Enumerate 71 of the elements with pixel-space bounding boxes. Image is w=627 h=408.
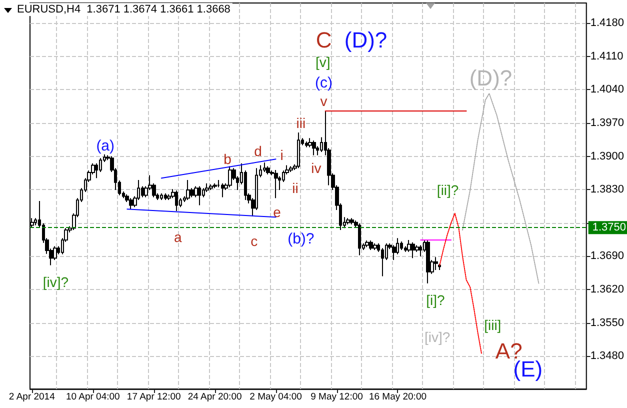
annotation: (b)? — [288, 230, 314, 248]
candlestick — [434, 256, 438, 271]
candlestick — [198, 186, 201, 206]
candlestick — [381, 248, 384, 277]
candlestick — [266, 166, 270, 175]
candlestick — [426, 240, 430, 284]
candlestick — [369, 240, 373, 251]
candlestick — [213, 182, 217, 189]
candlestick — [365, 240, 369, 248]
x-tick-label: 2 Apr 2014 — [8, 392, 55, 402]
annotation: a — [174, 229, 182, 245]
annotation: [iv]? — [42, 274, 69, 290]
annotation: ii — [292, 180, 298, 196]
x-tick-label: 10 Apr 04:00 — [66, 392, 120, 402]
candlestick — [305, 141, 308, 148]
candlestick — [358, 222, 361, 256]
candlestick — [274, 170, 278, 199]
y-tick-label: 1.3830 — [590, 184, 624, 196]
candlestick — [297, 132, 300, 169]
candlestick — [411, 242, 415, 259]
candlestick — [175, 190, 178, 212]
candlestick — [419, 244, 422, 257]
annotation: c — [250, 233, 258, 249]
annotation: [iv]? — [424, 329, 450, 345]
x-tick-label: 24 Apr 20:00 — [188, 392, 242, 402]
annotation: [ii]? — [436, 182, 459, 198]
candlestick — [228, 166, 232, 188]
candlestick — [164, 192, 167, 201]
annotation: C — [316, 28, 332, 52]
x-tick-label: 9 May 12:00 — [310, 392, 363, 402]
annotation: i — [280, 147, 284, 163]
line-series — [462, 92, 540, 284]
y-tick-label: 1.3690 — [590, 250, 624, 262]
y-tick-label: 1.3620 — [590, 284, 624, 296]
candlestick — [400, 240, 403, 251]
candlestick — [373, 242, 377, 251]
x-tick-label: 2 May 04:00 — [250, 392, 302, 402]
y-tick-label: 1.3900 — [590, 150, 624, 162]
candlestick — [350, 218, 354, 225]
candlestick — [160, 192, 163, 201]
annotation: v — [320, 93, 328, 110]
y-tick-label: 1.4110 — [590, 50, 624, 62]
annotation: (c) — [315, 74, 333, 92]
annotation: iii — [296, 115, 306, 131]
annotation: [v] — [315, 54, 330, 70]
candlestick — [221, 182, 224, 198]
x-tick-label: 16 May 20:00 — [368, 392, 427, 402]
ref-line-label: 1.3750 — [592, 222, 626, 234]
candlestick — [209, 184, 213, 191]
candlestick — [438, 263, 441, 271]
y-tick-label: 1.3550 — [590, 316, 624, 329]
y-tick-label: 1.3480 — [590, 350, 624, 362]
x-tick-label: 17 Apr 12:00 — [126, 392, 181, 402]
candlestick — [346, 218, 350, 225]
candlestick — [289, 166, 293, 172]
y-tick-label: 1.4040 — [590, 84, 624, 96]
annotation: e — [273, 204, 282, 220]
annotation: b — [224, 151, 232, 167]
candlestick — [186, 180, 190, 201]
annotation: (D)? — [469, 66, 512, 90]
y-tick-label: 1.3970 — [590, 116, 624, 129]
annotation: d — [254, 143, 262, 159]
annotation: (a) — [96, 138, 115, 154]
annotation: [i]? — [426, 292, 445, 308]
candlestick — [129, 198, 133, 210]
annotation: [iii] — [484, 317, 502, 333]
chart-title: EURUSD,H4 1.3671 1.3674 1.3661 1.3668 — [17, 4, 230, 16]
candlestick — [312, 140, 316, 156]
annotation: iv — [311, 160, 322, 176]
annotation: (D)? — [344, 28, 388, 52]
y-tick-label: 1.4180 — [590, 16, 624, 29]
